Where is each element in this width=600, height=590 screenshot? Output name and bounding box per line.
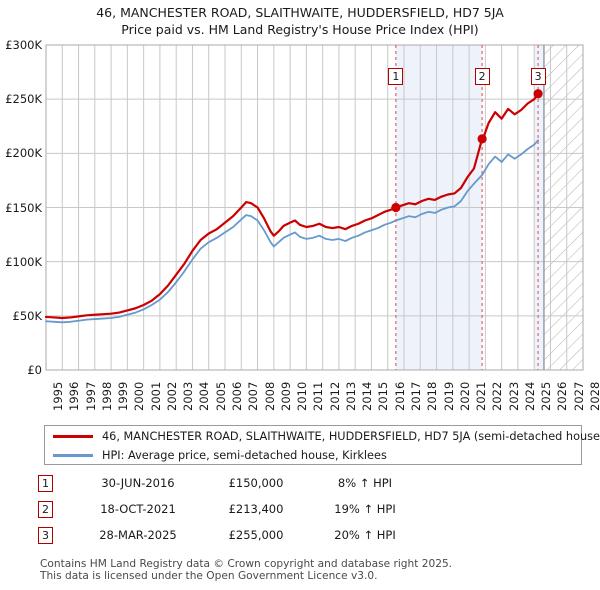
y-axis-tick-label: £200K (5, 146, 42, 161)
x-axis-tick-label: 1997 (83, 381, 98, 411)
x-axis-tick-label: 2005 (213, 381, 228, 411)
legend-label-hpi: HPI: Average price, semi-detached house,… (102, 448, 387, 462)
x-axis-tick-label: 2024 (522, 381, 537, 411)
x-axis-tick-label: 1999 (116, 381, 131, 411)
x-axis-tick-label: 2008 (262, 381, 277, 411)
y-axis-tick-label: £100K (5, 254, 42, 269)
x-axis-tick-label: 2017 (409, 381, 423, 411)
x-axis-tick-label: 1998 (99, 381, 114, 411)
x-axis-tick-label: 2007 (246, 381, 261, 411)
x-axis-tick-label: 2006 (230, 381, 244, 411)
transaction-index-badge: 1 (38, 475, 53, 492)
legend-entry-hpi: HPI: Average price, semi-detached house,… (45, 445, 387, 465)
x-axis-tick-label: 2026 (555, 381, 570, 411)
x-axis-tick-label: 2019 (441, 381, 456, 411)
x-axis-tick-label: 2004 (197, 381, 212, 411)
footer-line-licence: This data is licensed under the Open Gov… (40, 570, 378, 583)
transaction-date: 28-MAR-2025 (99, 528, 177, 542)
footer-line-copyright: Contains HM Land Registry data © Crown c… (40, 558, 453, 570)
x-axis-tick-label: 2025 (539, 381, 554, 411)
chart-marker-3: 3 (530, 68, 546, 85)
x-axis-tick-label: 2003 (181, 381, 196, 411)
page-subtitle: Price paid vs. HM Land Registry's House … (121, 22, 479, 37)
x-axis-tick-label: 2020 (457, 381, 472, 411)
transaction-hpi-delta: 8% ↑ HPI (337, 476, 393, 490)
x-axis-tick-label: 2016 (392, 381, 407, 411)
x-axis-tick-label: 2027 (571, 381, 586, 411)
legend-swatch-hpi (53, 453, 93, 457)
legend-swatch-property (53, 434, 93, 438)
legend-label-property: 46, MANCHESTER ROAD, SLAITHWAITE, HUDDER… (102, 429, 600, 443)
y-axis-tick-label: £50K (12, 308, 43, 323)
chart-svg (44, 44, 584, 371)
x-axis-tick-label: 2021 (474, 381, 489, 411)
x-axis-tick-label: 2023 (506, 381, 521, 411)
x-axis-tick-label: 2028 (588, 381, 600, 411)
transaction-price: £150,000 (228, 476, 284, 490)
table-row: 2 18-OCT-2021 £213,400 19% ↑ HPI (38, 498, 458, 524)
chart-marker-1: 1 (388, 68, 404, 85)
chart-plot-area (44, 44, 584, 371)
transaction-index-badge: 2 (38, 501, 53, 518)
y-axis-tick-label: £250K (5, 92, 42, 107)
x-axis-tick-label: 1996 (67, 381, 82, 411)
x-axis-tick-label: 2002 (164, 381, 179, 411)
chart-marker-2: 2 (474, 68, 490, 85)
x-axis-tick-label: 1995 (51, 381, 65, 411)
table-row: 3 28-MAR-2025 £255,000 20% ↑ HPI (38, 524, 458, 550)
transaction-index-badge: 3 (38, 527, 53, 544)
title-block: 46, MANCHESTER ROAD, SLAITHWAITE, HUDDER… (0, 4, 600, 38)
transaction-hpi-delta: 20% ↑ HPI (334, 528, 396, 542)
x-axis-tick-label: 2001 (148, 381, 163, 411)
transaction-hpi-delta: 19% ↑ HPI (334, 502, 396, 516)
transaction-date: 30-JUN-2016 (101, 476, 175, 490)
x-axis-tick-label: 2012 (327, 381, 342, 411)
x-axis-tick-label: 2000 (132, 381, 147, 411)
table-row: 1 30-JUN-2016 £150,000 8% ↑ HPI (38, 472, 458, 498)
x-axis-tick-label: 2009 (278, 381, 293, 411)
x-axis-tick-label: 2013 (343, 381, 358, 411)
x-axis-tick-label: 2022 (490, 381, 505, 411)
footer-attribution: Contains HM Land Registry data © Crown c… (40, 558, 580, 583)
y-axis-tick-label: £300K (5, 38, 42, 52)
legend-entry-property: 46, MANCHESTER ROAD, SLAITHWAITE, HUDDER… (45, 426, 600, 446)
page-title: 46, MANCHESTER ROAD, SLAITHWAITE, HUDDER… (96, 5, 504, 20)
x-axis-tick-label: 2018 (425, 381, 440, 411)
chart-legend: 46, MANCHESTER ROAD, SLAITHWAITE, HUDDER… (44, 425, 600, 465)
x-axis-tick-label: 2014 (360, 381, 375, 411)
transaction-price: £255,000 (228, 528, 284, 542)
transactions-table: 1 30-JUN-2016 £150,000 8% ↑ HPI 2 18-OCT… (38, 472, 458, 550)
transaction-date: 18-OCT-2021 (100, 502, 176, 516)
transaction-price: £213,400 (228, 502, 284, 516)
y-axis-tick-label: £150K (5, 200, 42, 215)
y-axis-tick-label: £0 (27, 363, 42, 377)
x-axis-tick-label: 2015 (376, 381, 391, 411)
x-axis-tick-label: 2010 (295, 381, 310, 411)
x-axis-tick-label: 2011 (311, 381, 326, 411)
